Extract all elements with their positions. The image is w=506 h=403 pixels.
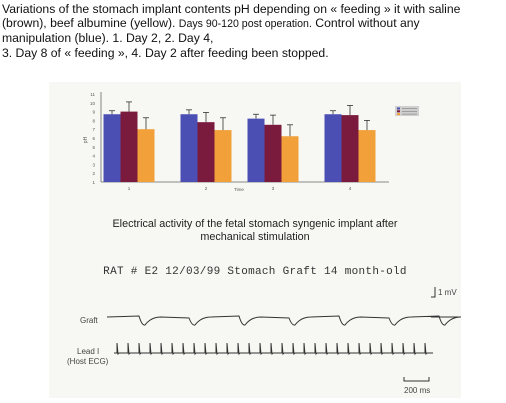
y-tick-label: 3 [92, 162, 95, 167]
bar [180, 114, 198, 182]
y-tick-label: 10 [90, 101, 96, 106]
bar [214, 130, 232, 182]
caption-line-2: (brown), beef albumine (yellow). Days 90… [2, 16, 502, 31]
y-axis-label: pH [83, 136, 89, 143]
y-tick-label: 4 [92, 154, 95, 159]
graft-trace [106, 315, 462, 326]
legend-swatch [397, 113, 400, 116]
electrical-activity-title-line-1: Electrical activity of the fetal stomach… [112, 218, 398, 230]
y-tick-label: 7 [92, 127, 95, 132]
time-scale-bar [403, 377, 430, 382]
bar [103, 114, 121, 182]
lead-label: Lead I [77, 347, 99, 356]
legend-swatch [397, 107, 400, 110]
y-tick-label: 8 [92, 118, 95, 123]
x-tick-label: 4 [349, 186, 352, 191]
x-tick-label: 3 [272, 186, 275, 191]
y-tick-label: 11 [90, 92, 95, 97]
bar [197, 122, 215, 182]
ph-bar-chart: 11 10 9 8 7 6 5 4 3 2 1 pH 1 2 3 4 Time [49, 82, 461, 200]
bar [264, 124, 282, 182]
bar [281, 136, 299, 182]
y-tick-label: 9 [92, 110, 95, 115]
electrical-activity-title-line-2: mechanical stimulation [200, 231, 310, 243]
bar [324, 114, 342, 182]
host-ecg-label: (Host ECG) [67, 357, 109, 366]
caption-line-3: manipulation (blue). 1. Day 2, 2. Day 4, [2, 31, 214, 46]
y-tick-label: 5 [92, 145, 95, 150]
time-scale-label: 200 ms [404, 386, 430, 395]
legend-swatch [397, 110, 400, 113]
trace-svg: Graft Lead I (Host ECG) 1 mV 200 ms [67, 282, 462, 395]
slide-caption: Variations of the stomach implant conten… [2, 2, 502, 60]
ecg-trace [114, 342, 433, 356]
caption-line-2-tail: Control without any [315, 16, 420, 31]
ecg-traces: Graft Lead I (Host ECG) 1 mV 200 ms [49, 282, 462, 398]
amplitude-scale-bar [431, 282, 436, 298]
scanned-figure: 11 10 9 8 7 6 5 4 3 2 1 pH 1 2 3 4 Time Electrical activ… [49, 82, 462, 398]
caption-line-2-days: Days 90-120 post operation. [178, 18, 312, 31]
x-axis-label: Time [234, 187, 244, 192]
y-tick-label: 2 [92, 171, 95, 176]
caption-line-4: 3. Day 8 of « feeding », 4. Day 2 after … [2, 45, 329, 60]
graft-label: Graft [80, 316, 99, 325]
amplitude-scale-label: 1 mV [438, 288, 457, 297]
bar [247, 118, 265, 182]
bar [120, 111, 138, 182]
y-tick-label: 6 [92, 136, 95, 141]
caption-line-2-text: (brown), beef albumine (yellow). [2, 16, 176, 31]
ph-chart-svg: 11 10 9 8 7 6 5 4 3 2 1 pH 1 2 3 4 Time [83, 92, 419, 192]
x-tick-label: 2 [205, 186, 208, 191]
x-tick-label: 1 [128, 186, 131, 191]
caption-line-1: Variations of the stomach implant conten… [2, 2, 461, 16]
bar [358, 130, 376, 182]
bar [137, 129, 155, 182]
record-id: RAT # E2 12/03/99 Stomach Graft 14 month… [103, 266, 407, 278]
bar [341, 115, 359, 182]
y-tick-label: 1 [92, 180, 95, 185]
